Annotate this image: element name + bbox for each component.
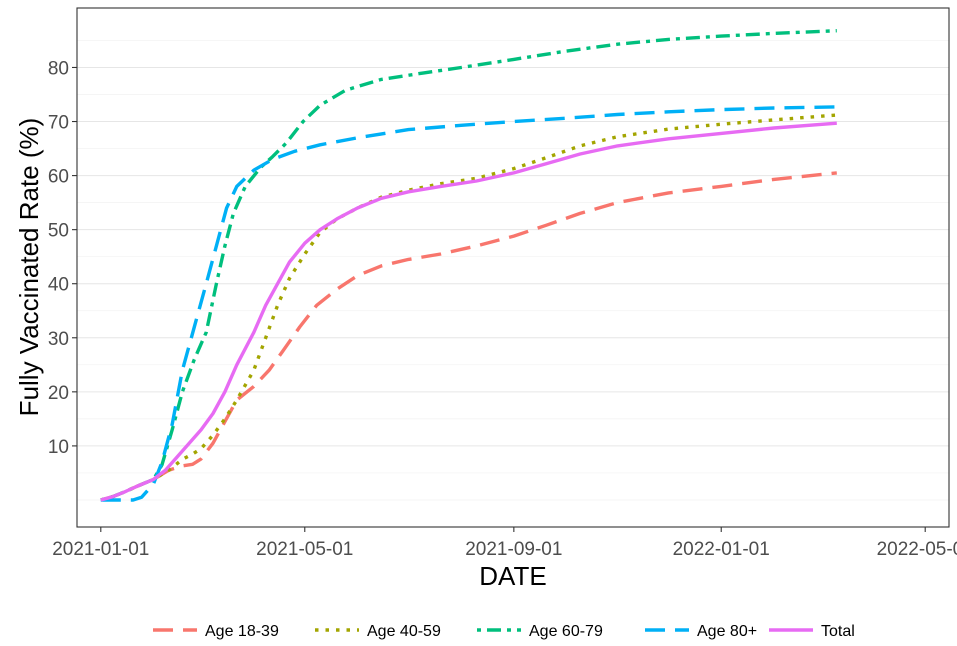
legend: Age 18-39 Age 40-59 Age 60-79 Age 80+ Total: [153, 623, 855, 640]
series-line-total: [100, 121, 837, 502]
series-line-age-18-39: [100, 171, 837, 502]
y-tick-label: 40: [48, 275, 69, 296]
y-tick-label: 50: [48, 221, 69, 242]
plot-panel-border: [76, 7, 950, 528]
series-layer: [100, 29, 837, 502]
series-line-age-40-59: [100, 113, 837, 502]
legend-label: Age 80+: [697, 623, 757, 640]
y-axis: 10 20 30 40 50 60 70 80: [48, 58, 77, 458]
y-tick-label: 60: [48, 167, 69, 188]
legend-label: Age 40-59: [367, 623, 441, 640]
x-tick-label: 2022-01-01: [673, 539, 770, 560]
y-tick-label: 10: [48, 437, 69, 458]
x-tick-label: 2021-01-01: [52, 539, 149, 560]
x-axis-title: DATE: [479, 561, 546, 591]
y-tick-label: 80: [48, 58, 69, 79]
legend-label: Age 60-79: [529, 623, 603, 640]
x-tick-label: 2022-05-01: [877, 539, 957, 560]
y-tick-label: 20: [48, 383, 69, 404]
x-axis: 2021-01-01 2021-05-01 2021-09-01 2022-01-01…: [52, 527, 957, 560]
y-tick-label: 30: [48, 329, 69, 350]
x-tick-label: 2021-09-01: [465, 539, 562, 560]
gridlines: [77, 40, 949, 501]
y-axis-title: Fully Vaccinated Rate (%): [14, 118, 44, 417]
x-tick-label: 2021-05-01: [256, 539, 353, 560]
legend-label: Age 18-39: [205, 623, 279, 640]
series-line-age-80: [100, 105, 837, 502]
legend-label: Total: [821, 623, 855, 640]
y-tick-label: 70: [48, 113, 69, 134]
